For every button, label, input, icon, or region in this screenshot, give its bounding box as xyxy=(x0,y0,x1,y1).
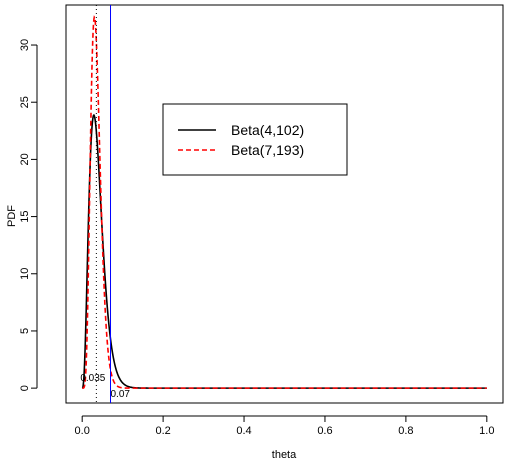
reference-lines xyxy=(95,5,112,403)
x-tick-label: 0.6 xyxy=(317,425,332,437)
y-tick-label: 5 xyxy=(19,328,31,334)
y-axis-title: PDF xyxy=(6,205,18,227)
x-tick-label: 0.4 xyxy=(236,425,251,437)
reference-line-label: 0.035 xyxy=(80,373,105,384)
legend: Beta(4,102) Beta(7,193) xyxy=(162,103,348,176)
y-tick-label: 10 xyxy=(19,268,31,280)
x-axis: 0.0 0.2 0.4 0.6 0.8 1.0 xyxy=(75,415,494,437)
legend-box xyxy=(162,103,348,176)
x-tick-label: 0.0 xyxy=(75,425,90,437)
reference-line-label: 0.07 xyxy=(111,389,131,400)
curves xyxy=(81,15,487,389)
reference-labels: 0.035 0.07 xyxy=(80,373,130,400)
x-tick-label: 0.8 xyxy=(398,425,413,437)
y-tick-label: 20 xyxy=(19,153,31,165)
series-line xyxy=(82,15,487,389)
x-axis-title: theta xyxy=(272,449,297,461)
y-tick-label: 30 xyxy=(19,39,31,51)
legend-label: Beta(7,193) xyxy=(231,142,304,158)
y-axis: 0 5 10 15 20 25 30 xyxy=(19,39,38,391)
y-tick-label: 25 xyxy=(19,96,31,108)
x-tick-label: 0.2 xyxy=(155,425,170,437)
plot-frame xyxy=(65,4,504,404)
y-tick-label: 15 xyxy=(19,210,31,222)
x-tick-label: 1.0 xyxy=(479,425,494,437)
legend-label: Beta(4,102) xyxy=(231,122,304,138)
y-tick-label: 0 xyxy=(19,385,31,391)
